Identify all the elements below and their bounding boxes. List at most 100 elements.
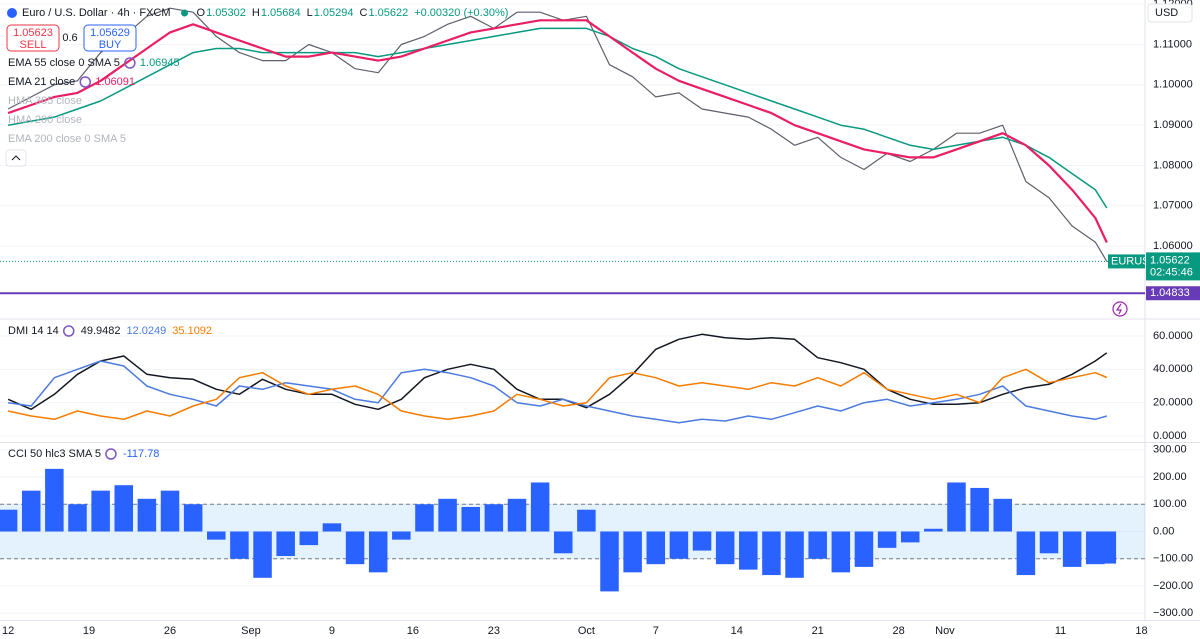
series-line	[7, 368, 1108, 421]
y-tick-label: −100.00	[1153, 553, 1193, 565]
y-tick-label: 100.00	[1153, 498, 1187, 510]
cci-bar	[924, 528, 943, 532]
ohlc-key: H	[252, 7, 260, 19]
legend-icon	[105, 448, 117, 460]
cci-bar	[600, 531, 619, 592]
series-line	[7, 360, 1108, 424]
x-tick-label: 7	[653, 625, 659, 637]
cci-bar	[207, 531, 226, 540]
cci-bar	[970, 487, 989, 532]
cci-bar	[415, 504, 434, 532]
cci-bar	[877, 531, 897, 548]
x-tick-label: 14	[731, 625, 743, 637]
legend-name: EMA 55 close 0 SMA 5	[8, 57, 120, 69]
cci-bar	[484, 504, 504, 532]
x-tick-label: 19	[83, 625, 95, 637]
cci-bar	[900, 531, 920, 543]
x-tick-label: Sep	[241, 625, 261, 637]
cci-bar	[785, 531, 804, 578]
y-tick-label: 20.0000	[1153, 397, 1193, 409]
legend-value: -117.78	[123, 448, 160, 460]
cci-bar	[1039, 531, 1059, 554]
x-tick-label: 9	[329, 625, 335, 637]
cci-bar	[692, 531, 712, 551]
cci-bar	[114, 485, 134, 532]
ohlc-key: L	[307, 7, 313, 19]
y-tick-label: 0.00	[1153, 525, 1174, 537]
y-tick-label: 1.07000	[1153, 200, 1193, 212]
collapse-arrow	[11, 155, 21, 161]
y-tick-label: 0.0000	[1153, 430, 1187, 442]
y-tick-label: 40.0000	[1153, 363, 1193, 375]
hidden-indicator: EMA 200 close 0 SMA 5	[8, 133, 126, 145]
legend-icon	[124, 57, 136, 69]
ohlc-value: 1.05622	[368, 7, 408, 19]
sell-button[interactable]	[6, 24, 60, 52]
legend-value: 49.9482	[81, 325, 121, 337]
cci-bar	[1097, 531, 1117, 564]
buy-button[interactable]	[83, 24, 137, 52]
y-tick-label: −300.00	[1153, 607, 1193, 619]
cci-bar	[45, 468, 64, 532]
y-tick-label: 1.08000	[1153, 159, 1193, 171]
x-tick-label: 23	[488, 625, 500, 637]
cci-bar	[1062, 531, 1082, 567]
alert-icon[interactable]	[1112, 301, 1128, 317]
cci-bar	[530, 482, 550, 532]
x-tick-label: 11	[1055, 625, 1066, 637]
legend-value: 12.0249	[127, 325, 167, 337]
hidden-indicator: HMA 200 close	[8, 114, 82, 126]
legend-value: 1.06091	[95, 76, 135, 88]
x-tick-label: Oct	[578, 625, 595, 637]
cci-bar	[299, 531, 319, 546]
price-change: +0.00320 (+0.30%)	[414, 7, 508, 19]
indicator-title: CCI 50 hlc3 SMA 5	[8, 448, 101, 460]
cci-bar	[368, 531, 388, 573]
market-status	[181, 9, 189, 17]
ohlc-value: 1.05302	[206, 7, 246, 19]
y-tick-label: 1.06000	[1153, 240, 1193, 252]
cci-bar	[553, 531, 573, 554]
cci-bar	[715, 531, 735, 565]
cci-bar	[322, 523, 342, 532]
y-tick-label: 300.00	[1153, 444, 1187, 456]
y-tick-label: 1.10000	[1153, 79, 1193, 91]
cci-bar	[183, 504, 203, 532]
indicator-title: DMI 14 14	[8, 325, 59, 337]
cci-bar	[253, 531, 272, 578]
cci-bar	[230, 531, 249, 559]
ohlc-value: 1.05684	[261, 7, 301, 19]
x-tick-label: 26	[164, 625, 176, 637]
x-tick-label: 12	[2, 625, 14, 637]
cci-bar	[160, 490, 180, 532]
x-tick-label: 28	[893, 625, 905, 637]
cci-bar	[507, 498, 527, 532]
cci-bar	[21, 490, 41, 532]
spread: 0.6	[62, 32, 77, 44]
symbol-tag	[1108, 254, 1145, 269]
y-tick-label: 1.11000	[1153, 38, 1192, 50]
x-tick-label: 16	[407, 625, 419, 637]
last-price-tag	[1146, 252, 1200, 281]
symbol-icon	[7, 8, 17, 18]
currency-box[interactable]	[1147, 3, 1193, 23]
cci-bar	[438, 498, 457, 532]
cci-bar	[762, 531, 781, 576]
ohlc-value: 1.05294	[314, 7, 354, 19]
cci-bar	[345, 531, 365, 565]
legend-value: 35.1092	[172, 325, 212, 337]
y-tick-label: 1.09000	[1153, 119, 1193, 131]
collapse-button[interactable]	[5, 149, 27, 167]
cci-bar	[947, 482, 966, 532]
cci-bar	[577, 509, 596, 532]
y-tick-label: 200.00	[1153, 471, 1187, 483]
cci-bar	[993, 498, 1012, 532]
price-level-label: 1.04833	[1150, 287, 1190, 299]
x-tick-label: Nov	[935, 625, 955, 637]
cci-bar	[739, 531, 758, 570]
cci-bar	[0, 509, 18, 532]
last-price-label: 1.05622	[1150, 254, 1190, 266]
cci-bar	[461, 506, 480, 532]
legend-name: EMA 21 close	[8, 76, 75, 88]
